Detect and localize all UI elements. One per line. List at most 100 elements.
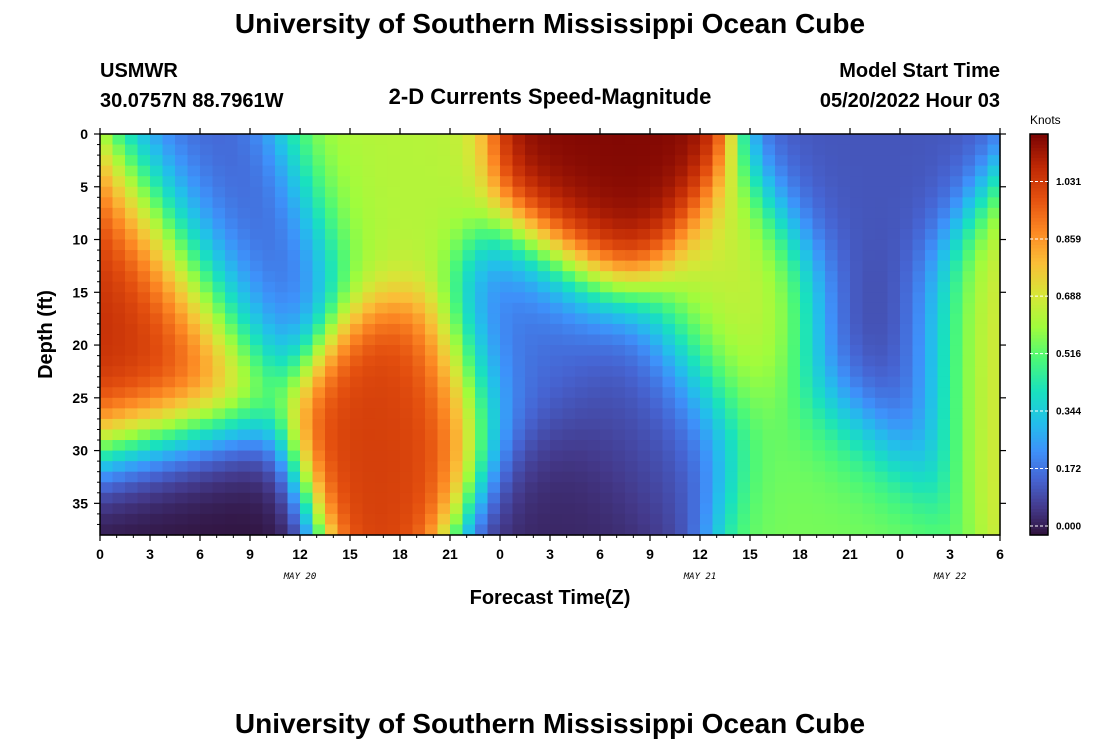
heatmap-cell [750,450,764,462]
heatmap-cell [675,513,689,526]
heatmap-cell [412,186,426,198]
heatmap-cell [562,228,576,241]
heatmap-cell [775,228,789,241]
heatmap-cell [137,239,151,251]
heatmap-cell [887,271,901,283]
heatmap-cell [475,355,489,367]
heatmap-cell [262,397,276,409]
heatmap-cell [150,260,164,272]
heatmap-cell [862,144,876,156]
heatmap-cell [337,218,351,230]
heatmap-cell [962,239,976,251]
heatmap-cell [850,155,864,167]
heatmap-cell [387,165,401,177]
heatmap-cell [425,218,439,230]
heatmap-cell [812,408,826,420]
heatmap-cell [887,397,901,409]
heatmap-cell [900,461,914,473]
heatmap-cell [387,260,401,272]
heatmap-cell [462,450,476,462]
heatmap-cell [825,228,839,241]
heatmap-cell [500,408,514,420]
heatmap-cell [637,144,651,156]
colorbar-segment [1030,531,1048,536]
heatmap-cell [925,176,939,188]
heatmap-cell [475,503,489,515]
heatmap-cell [712,207,726,220]
heatmap-cell [425,461,439,473]
heatmap-cell [337,461,351,473]
colorbar-segment [1030,468,1048,473]
heatmap-cell [312,461,326,473]
heatmap-cell [862,323,876,336]
heatmap-cell [400,271,414,283]
heatmap-cell [500,207,514,220]
heatmap-cell [987,513,1001,526]
heatmap-cell [262,155,276,167]
heatmap-cell [437,260,451,272]
heatmap-cell [725,250,739,262]
heatmap-cell [562,387,576,399]
heatmap-cell [487,302,501,314]
heatmap-cell [937,313,951,325]
heatmap-cell [387,218,401,230]
heatmap-cell [337,271,351,283]
heatmap-cell [125,387,139,399]
heatmap-cell [550,218,564,230]
heatmap-cell [650,524,664,536]
heatmap-cell [950,397,964,409]
heatmap-cell [700,355,714,367]
heatmap-cell [575,250,589,262]
heatmap-cell [975,239,989,251]
heatmap-cell [700,260,714,272]
heatmap-cell [812,250,826,262]
heatmap-cell [975,207,989,220]
heatmap-cell [162,418,176,431]
heatmap-cell [400,345,414,357]
heatmap-cell [275,345,289,357]
heatmap-cell [150,397,164,409]
heatmap-cell [400,134,414,146]
heatmap-cell [262,281,276,293]
x-tick-label: 6 [196,546,204,562]
heatmap-cell [950,492,964,504]
heatmap-cell [937,302,951,314]
heatmap-cell [162,471,176,483]
heatmap-cell [625,355,639,367]
heatmap-cell [387,524,401,536]
heatmap-cell [850,482,864,494]
heatmap-cell [750,471,764,483]
heatmap-cell [975,471,989,483]
heatmap-cell [275,155,289,167]
heatmap-cell [812,155,826,167]
heatmap-cell [700,271,714,283]
heatmap-cell [162,228,176,241]
heatmap-cell [212,302,226,314]
heatmap-cell [612,186,626,198]
heatmap-cell [375,334,389,346]
heatmap-cell [987,387,1001,399]
heatmap-cell [487,197,501,209]
heatmap-cell [887,292,901,304]
heatmap-cell [425,313,439,325]
heatmap-cell [950,461,964,473]
colorbar-segment [1030,384,1048,389]
heatmap-cell [587,387,601,399]
heatmap-cell [800,513,814,526]
heatmap-cell [862,450,876,462]
colorbar-segment [1030,401,1048,406]
heatmap-cell [900,471,914,483]
heatmap-cell [362,239,376,251]
heatmap-cell [500,239,514,251]
heatmap-cell [850,450,864,462]
heatmap-cell [150,366,164,378]
heatmap-cell [137,228,151,241]
heatmap-cell [100,355,114,367]
station-coords: 30.0757N 88.7961W [100,90,284,112]
heatmap-cell [950,440,964,452]
date-label: MAY 22 [933,572,967,582]
heatmap-cell [637,471,651,483]
heatmap-cell [237,250,251,262]
heatmap-cell [525,186,539,198]
